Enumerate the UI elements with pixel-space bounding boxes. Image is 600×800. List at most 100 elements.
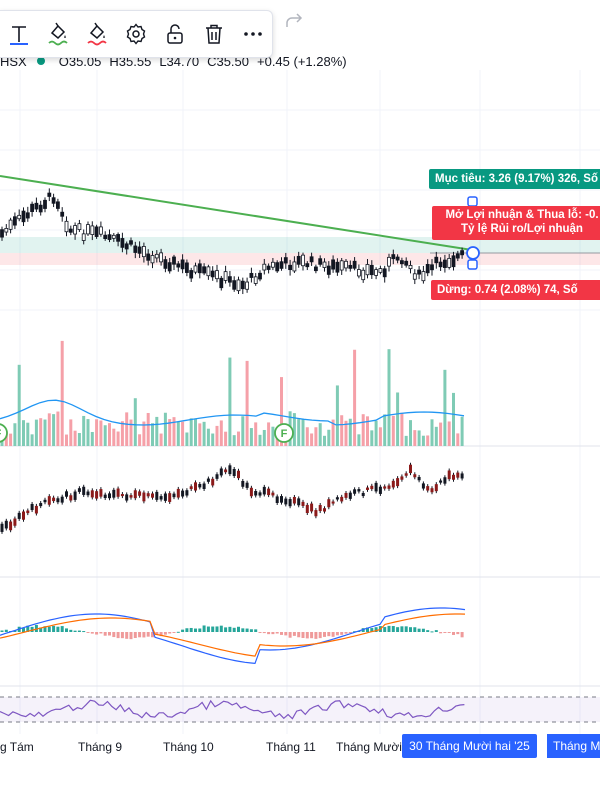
candle-body bbox=[56, 498, 60, 503]
candle-body bbox=[425, 263, 430, 274]
candle-body bbox=[434, 256, 439, 264]
candle-body bbox=[288, 264, 293, 271]
volume-bar bbox=[361, 414, 365, 446]
volume-bar bbox=[434, 426, 438, 446]
macd-histogram-bar bbox=[108, 632, 111, 636]
macd-histogram-bar bbox=[434, 630, 438, 632]
volume-bar bbox=[181, 421, 185, 446]
signal-line bbox=[0, 613, 466, 657]
candle-body bbox=[292, 261, 297, 272]
candle-body bbox=[249, 487, 253, 497]
candle-body bbox=[43, 199, 47, 209]
macd-histogram-bar bbox=[348, 632, 352, 633]
fill-color-button[interactable] bbox=[78, 14, 117, 54]
candle-body bbox=[344, 260, 348, 269]
candle-body bbox=[327, 499, 331, 508]
macd-histogram-bar bbox=[327, 632, 331, 637]
volume-bar bbox=[189, 418, 193, 446]
time-tick: Tháng 11 bbox=[266, 740, 316, 754]
macd-line bbox=[0, 607, 466, 665]
target-handle bbox=[467, 196, 478, 207]
macd-histogram-bar bbox=[0, 630, 4, 632]
macd-histogram-bar bbox=[340, 632, 344, 635]
stop-label[interactable]: Dừng: 0.74 (2.08%) 74, Số bbox=[431, 280, 600, 300]
candle-body bbox=[215, 474, 219, 479]
volume-bar bbox=[271, 426, 275, 446]
volume-bar bbox=[52, 414, 56, 446]
volume-bar bbox=[47, 413, 51, 446]
candle-body bbox=[108, 493, 111, 499]
candle-body bbox=[460, 473, 464, 479]
candle-body bbox=[237, 470, 240, 479]
redo-button[interactable] bbox=[284, 12, 304, 35]
candle-body bbox=[137, 246, 142, 254]
candle-body bbox=[378, 486, 382, 494]
line-color-button[interactable] bbox=[39, 14, 78, 54]
candle-body bbox=[331, 501, 335, 504]
volume-bar bbox=[17, 364, 21, 446]
delete-button[interactable] bbox=[194, 14, 233, 54]
candle-body bbox=[369, 264, 374, 276]
volume-bar bbox=[168, 419, 172, 446]
macd-histogram-bar bbox=[163, 632, 167, 635]
candle-body bbox=[133, 490, 137, 499]
candle-body bbox=[77, 223, 82, 230]
candle-body bbox=[335, 261, 340, 273]
volume-bar bbox=[142, 421, 146, 446]
macd-histogram-bar bbox=[176, 631, 180, 633]
more-button[interactable] bbox=[233, 14, 272, 54]
candle-body bbox=[9, 521, 13, 531]
macd-pane bbox=[0, 607, 466, 665]
candle-body bbox=[254, 491, 258, 496]
volume-bar bbox=[327, 429, 331, 446]
macd-histogram-bar bbox=[194, 628, 197, 632]
volume-bar bbox=[82, 415, 86, 446]
macd-histogram-bar bbox=[168, 632, 172, 634]
candle-body bbox=[404, 260, 409, 266]
macd-histogram-bar bbox=[237, 626, 240, 632]
volume-bar bbox=[417, 430, 421, 446]
macd-histogram-bar bbox=[43, 626, 47, 632]
candle-body bbox=[262, 486, 266, 495]
candle-body bbox=[124, 243, 129, 250]
lock-button[interactable] bbox=[155, 14, 194, 54]
candle-body bbox=[378, 268, 383, 273]
candle-body bbox=[56, 201, 60, 209]
text-tool-button[interactable] bbox=[0, 14, 39, 54]
time-axis[interactable]: g Tám Tháng 9 Tháng 10 Tháng 11 Tháng Mư… bbox=[0, 734, 600, 760]
volume-bar bbox=[13, 423, 17, 446]
candle-body bbox=[4, 520, 8, 529]
candle-body bbox=[150, 255, 155, 264]
macd-histogram-bar bbox=[181, 629, 185, 632]
candle-body bbox=[456, 472, 460, 478]
volume-bar bbox=[9, 433, 13, 446]
volume-bar bbox=[297, 419, 301, 446]
macd-histogram-bar bbox=[172, 632, 176, 633]
macd-histogram-bar bbox=[413, 627, 417, 632]
candle-body bbox=[202, 266, 207, 274]
candle-body bbox=[396, 478, 400, 487]
macd-histogram-bar bbox=[159, 632, 163, 637]
volume-bar bbox=[262, 429, 266, 446]
pnl-label[interactable]: Mở Lợi nhuận & Thua lỗ: -0. Tỷ lệ Rủi ro… bbox=[432, 206, 600, 240]
candle-body bbox=[383, 486, 387, 489]
target-label[interactable]: Mục tiêu: 3.26 (9.17%) 326, Số bbox=[429, 169, 600, 189]
chart-canvas[interactable]: FF bbox=[0, 0, 600, 734]
macd-histogram-bar bbox=[120, 632, 124, 639]
volume-bar bbox=[430, 419, 434, 446]
candle-body bbox=[442, 259, 447, 268]
macd-histogram-bar bbox=[86, 632, 90, 633]
text-icon bbox=[10, 26, 29, 45]
macd-histogram-bar bbox=[271, 632, 275, 635]
candle-body bbox=[412, 273, 417, 280]
macd-histogram-bar bbox=[245, 628, 249, 632]
volume-bar bbox=[69, 419, 73, 446]
time-tick: Tháng Mười bbox=[336, 740, 402, 754]
candle-body bbox=[219, 277, 224, 289]
volume-bar bbox=[73, 430, 77, 446]
volume-marker-text: F bbox=[0, 428, 2, 440]
candle-body bbox=[116, 234, 120, 242]
candle-body bbox=[30, 203, 35, 212]
settings-button[interactable] bbox=[117, 14, 156, 54]
volume-marker bbox=[0, 423, 8, 443]
